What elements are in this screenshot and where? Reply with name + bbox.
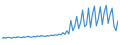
line-series [2, 5, 118, 38]
plot-area [2, 5, 118, 38]
chart-container [0, 0, 120, 45]
chart-svg [0, 0, 120, 45]
